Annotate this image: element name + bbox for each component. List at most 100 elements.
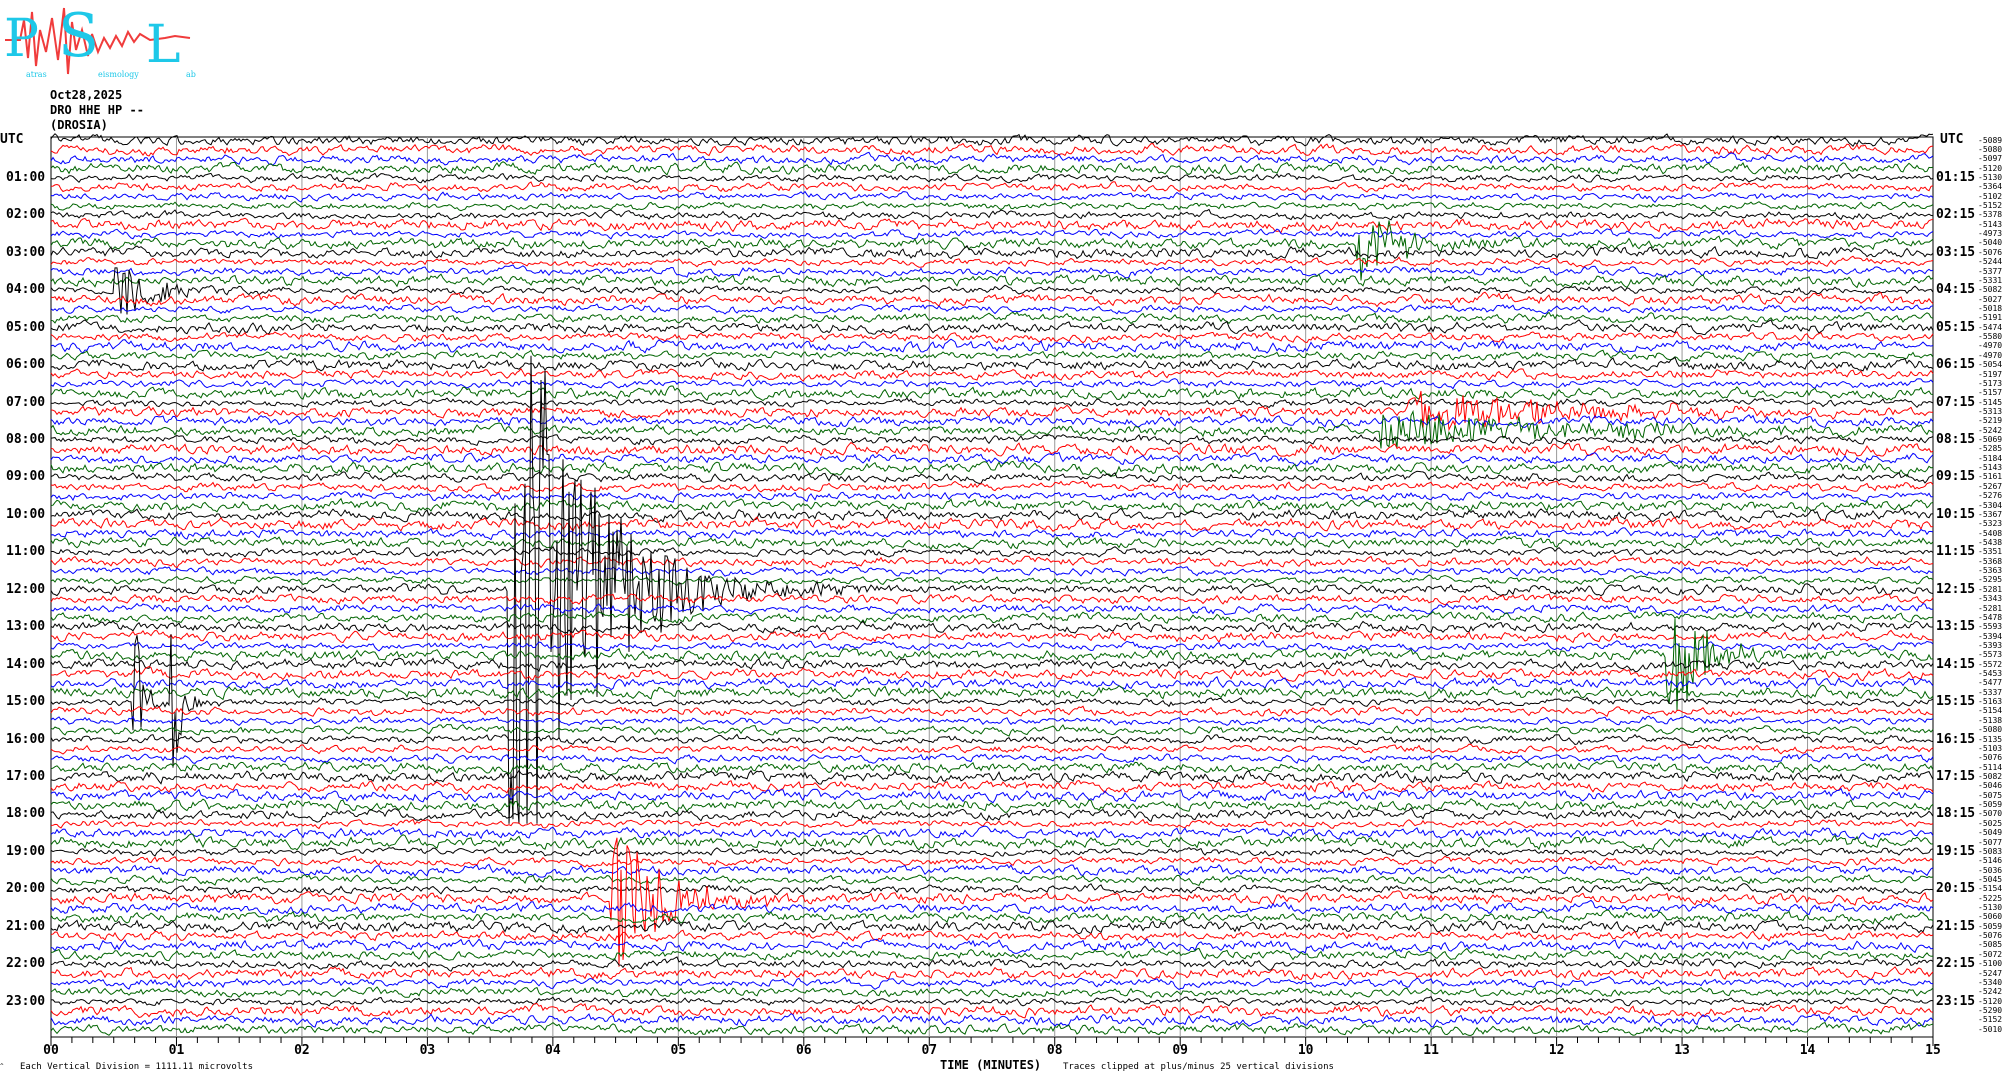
x-tick-label: 07: [921, 1043, 938, 1058]
trace-row: [50, 918, 1934, 935]
row-offset-label: -5154: [1978, 706, 2003, 716]
left-hour-label: 11:00: [6, 544, 46, 560]
trace-row: [50, 986, 1934, 999]
row-offset-label: -5080: [1978, 144, 2003, 154]
row-offset-label: -5478: [1978, 612, 2003, 622]
trace-row: [50, 255, 1934, 268]
trace-row: [50, 797, 1934, 813]
logo-waveform: [5, 7, 191, 75]
row-offset-label: -5247: [1978, 968, 2003, 978]
row-offset-label: -5242: [1978, 425, 2003, 435]
row-offset-label: -5080: [1978, 725, 2003, 735]
trace-row: [50, 863, 1934, 878]
left-hour-label: 17:00: [6, 768, 46, 784]
trace-row: [50, 909, 1934, 925]
row-offset-label: -5083: [1978, 846, 2003, 856]
left-hour-label: 21:00: [6, 918, 46, 934]
trace-row: [50, 1003, 1934, 1019]
row-offset-label: -5027: [1978, 294, 2003, 304]
x-tick-label: 10: [1297, 1043, 1314, 1058]
trace-row: [50, 723, 1934, 737]
row-offset-label: -5304: [1978, 500, 2003, 510]
trace-row: [50, 975, 1934, 990]
row-offset-label: -5157: [1978, 388, 2003, 398]
trace-row: [50, 331, 1934, 344]
trace-row: [50, 228, 1934, 240]
trace-row: [50, 899, 1934, 916]
left-hour-label: 16:00: [6, 731, 46, 747]
trace-row: [50, 874, 1934, 887]
row-offset-label: -5285: [1978, 444, 2003, 454]
row-offset-label: -5337: [1978, 687, 2003, 697]
trace-row: [50, 507, 1934, 524]
row-offset-label: -5135: [1978, 734, 2003, 744]
left-utc-title: UTC: [0, 132, 24, 147]
trace-row: [50, 397, 1934, 409]
row-offset-label: -5363: [1978, 566, 2003, 576]
left-hour-label: 15:00: [6, 694, 46, 710]
row-offset-label: -4970: [1978, 350, 2003, 360]
right-hour-label: 23:15: [1936, 993, 1976, 1009]
x-tick-label: 01: [168, 1043, 185, 1058]
row-offset-label: -5089: [1978, 135, 2003, 145]
trace-rows: [50, 133, 1934, 1036]
trace-row: [50, 996, 1934, 1007]
date-label: Oct28,2025: [50, 88, 123, 102]
trace-row: [50, 592, 1934, 606]
trace-row: [50, 172, 1934, 184]
row-offset-label: -5394: [1978, 631, 2003, 641]
right-hour-label: 05:15: [1936, 319, 1976, 335]
row-offset-label: -5059: [1978, 921, 2003, 931]
x-tick-label: 12: [1548, 1043, 1565, 1058]
row-offset-label: -4970: [1978, 341, 2003, 351]
x-tick-label: 11: [1423, 1043, 1439, 1058]
right-hour-label: 06:15: [1936, 357, 1976, 373]
row-offset-label: -5143: [1978, 463, 2003, 473]
left-hour-label: 23:00: [6, 993, 46, 1009]
left-hour-label: 19:00: [6, 843, 46, 859]
trace-row: [50, 217, 1934, 234]
x-tick-label: 04: [545, 1043, 561, 1058]
row-offset-label: -5010: [1978, 1024, 2003, 1034]
x-tick-label: 02: [294, 1043, 310, 1058]
trace-row: [50, 787, 1934, 804]
trace-row: [50, 760, 1934, 776]
right-hour-label: 18:15: [1936, 806, 1976, 822]
trace-row: [50, 545, 1934, 558]
trace-row: [50, 574, 1934, 586]
right-hour-label: 07:15: [1936, 394, 1976, 410]
row-offset-label: -5276: [1978, 491, 2003, 501]
trace-row: [50, 752, 1934, 765]
trace-row: [50, 675, 1934, 691]
trace-row: [50, 1021, 1934, 1036]
trace-row: [50, 833, 1934, 851]
trace-row: [50, 634, 1934, 768]
trace-row: [50, 779, 1934, 794]
row-offset-label: -5290: [1978, 1005, 2003, 1015]
x-axis-label: TIME (MINUTES): [940, 1058, 1042, 1072]
right-hour-label: 10:15: [1936, 506, 1976, 522]
right-hour-label: 17:15: [1936, 768, 1976, 784]
row-offset-label: -5120: [1978, 163, 2003, 173]
right-hour-label: 15:15: [1936, 694, 1976, 710]
trace-row: [50, 338, 1934, 354]
trace-row: [50, 620, 1934, 634]
x-axis-ticks: [50, 1037, 1934, 1046]
row-offset-label: -5368: [1978, 556, 2003, 566]
trace-row: [50, 855, 1934, 868]
row-offset-label: -5154: [1978, 884, 2003, 894]
row-offset-label: -5364: [1978, 182, 2003, 192]
row-offset-label: -5143: [1978, 219, 2003, 229]
row-offset-label: -5474: [1978, 322, 2003, 332]
row-offset-label: -5219: [1978, 416, 2003, 426]
left-hour-label: 03:00: [6, 244, 46, 260]
trace-row: [50, 705, 1934, 718]
trace-row: [50, 434, 1934, 447]
trace-row: [50, 602, 1934, 616]
left-hour-label: 01:00: [6, 169, 46, 185]
logo-small-text: atras: [26, 70, 47, 79]
row-offset-label: -5580: [1978, 332, 2003, 342]
trace-row: [50, 555, 1934, 569]
trace-row: [50, 966, 1934, 981]
